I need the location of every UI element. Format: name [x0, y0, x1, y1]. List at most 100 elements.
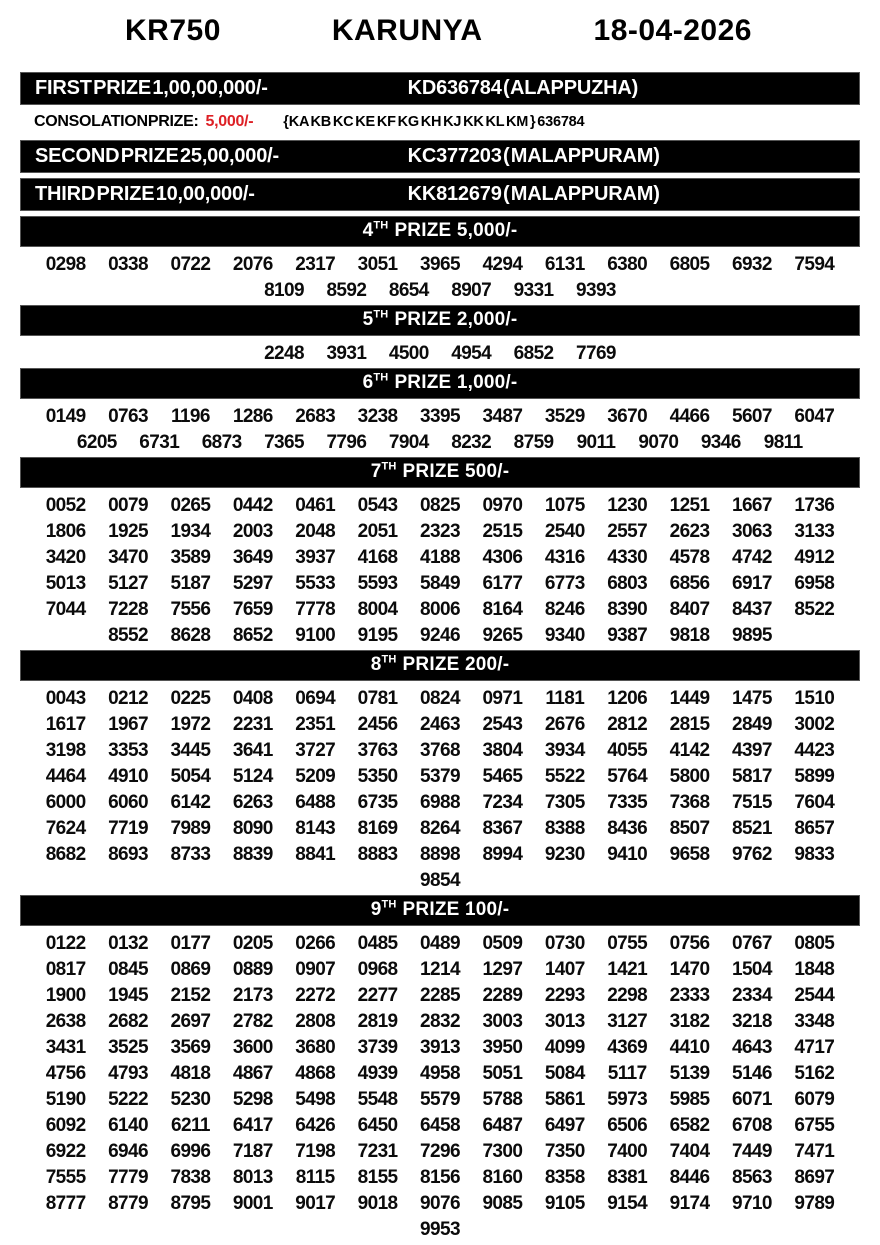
ticket-number: 4466 — [669, 406, 710, 427]
ticket-number: 2152 — [170, 985, 211, 1006]
ticket-number: 0461 — [295, 495, 336, 516]
ticket-number: 7228 — [108, 599, 148, 620]
ticket-number: 2812 — [607, 714, 648, 735]
ticket-number: 6047 — [794, 406, 835, 427]
ticket-number: 9387 — [607, 625, 648, 646]
number-row: 0052 0079 0265 0442 0461 0543 0825 0970 1075 1230… — [0, 493, 880, 519]
ticket-number: 8592 — [326, 280, 367, 301]
third-prize-winner: KK812679 ( MALAPPURAM) — [407, 183, 660, 205]
ticket-number: 1972 — [170, 714, 211, 735]
ticket-number: 2293 — [544, 985, 585, 1006]
ticket-number: 6211 — [171, 1115, 210, 1136]
ticket-number: 6487 — [482, 1115, 523, 1136]
ticket-number: 5117 — [607, 1063, 647, 1084]
ticket-number: 7515 — [732, 792, 772, 813]
ticket-number: 4306 — [482, 547, 523, 568]
ticket-number: 4643 — [732, 1037, 772, 1058]
ticket-number: 0767 — [732, 933, 772, 954]
ticket-number: 8522 — [794, 599, 835, 620]
ticket-number: 8795 — [170, 1193, 211, 1214]
section-prize-ordinal: 6 — [362, 372, 374, 393]
ticket-number: 7796 — [326, 432, 367, 453]
ticket-number: 7989 — [170, 818, 211, 839]
ticket-number: 9658 — [669, 844, 710, 865]
ticket-number: 2815 — [669, 714, 710, 735]
ticket-number: 6582 — [669, 1115, 710, 1136]
second-prize-label: SECOND PRIZE 25,00,000/- — [35, 145, 279, 167]
section-header: 7TH PRIZE 500/- — [20, 457, 860, 488]
ticket-number: 8013 — [232, 1167, 273, 1188]
ticket-number: 1286 — [232, 406, 273, 427]
ticket-number: 9340 — [544, 625, 585, 646]
number-row: 7624 7719 7989 8090 8143 8169 8264 8367 8388 8436… — [0, 816, 880, 842]
section-prize-ordinal-suffix: TH — [381, 460, 397, 473]
ticket-number: 7449 — [732, 1141, 772, 1162]
ticket-number: 5899 — [794, 766, 835, 787]
ticket-number: 3051 — [357, 254, 398, 275]
ticket-number: 2849 — [732, 714, 772, 735]
ticket-number: 9346 — [700, 432, 741, 453]
ticket-number: 5209 — [295, 766, 336, 787]
ticket-number: 7624 — [45, 818, 86, 839]
number-row: 5190 5222 5230 5298 5498 5548 5579 5788 5861 5973… — [0, 1087, 880, 1113]
number-row: 7555 7779 7838 8013 8115 8155 8156 8160 8358 8381… — [0, 1165, 880, 1191]
ticket-number: 8407 — [669, 599, 710, 620]
ticket-number: 7198 — [295, 1141, 336, 1162]
number-row: 0149 0763 1196 1286 2683 3238 3395 3487 3529 3670… — [0, 404, 880, 430]
section-prize-amount: PRIZE 5,000/- — [394, 220, 518, 241]
section-prize-ordinal-suffix: TH — [373, 371, 389, 384]
ticket-number: 9762 — [732, 844, 772, 865]
ticket-number: 4912 — [794, 547, 835, 568]
ticket-number: 5162 — [794, 1063, 835, 1084]
ticket-number: 5817 — [732, 766, 772, 787]
ticket-number: 7234 — [482, 792, 523, 813]
ticket-number: 3445 — [170, 740, 211, 761]
ticket-number: 7305 — [544, 792, 585, 813]
ticket-number: 0079 — [108, 495, 148, 516]
ticket-number: 3353 — [108, 740, 148, 761]
ticket-number: 3063 — [732, 521, 772, 542]
ticket-number: 4397 — [732, 740, 772, 761]
ticket-number: 9789 — [794, 1193, 835, 1214]
ticket-number: 9833 — [794, 844, 835, 865]
ticket-number: 9265 — [482, 625, 523, 646]
ticket-number: 3641 — [232, 740, 273, 761]
number-row: 9854 — [0, 868, 880, 894]
ticket-number: 0722 — [170, 254, 211, 275]
ticket-number: 1196 — [171, 406, 210, 427]
ticket-number: 2231 — [232, 714, 273, 735]
ticket-number: 3950 — [482, 1037, 523, 1058]
ticket-number: 8682 — [45, 844, 86, 865]
ticket-number: 4500 — [388, 343, 429, 364]
section-header: 5TH PRIZE 2,000/- — [20, 305, 860, 336]
ticket-number: 6071 — [732, 1089, 772, 1110]
ticket-number: 7296 — [420, 1141, 460, 1162]
ticket-number: 6205 — [76, 432, 117, 453]
ticket-number: 0043 — [45, 688, 86, 709]
page-title: KR750 KARUNYA 18-04-2026 — [0, 10, 880, 48]
prize-section: 7TH PRIZE 500/- 0052 0079 0265 0442 0461 0543 08… — [0, 457, 880, 649]
ticket-number: 4793 — [108, 1063, 148, 1084]
section-prize-ordinal-suffix: TH — [373, 219, 389, 232]
number-row: 0122 0132 0177 0205 0266 0485 0489 0509 0730 0755… — [0, 931, 880, 957]
ticket-number: 7779 — [108, 1167, 148, 1188]
ticket-number: 0298 — [45, 254, 86, 275]
ticket-number: 0845 — [108, 959, 148, 980]
ticket-number: 2682 — [108, 1011, 148, 1032]
number-row: 7044 7228 7556 7659 7778 8004 8006 8164 8246 8390… — [0, 597, 880, 623]
section-header: 6TH PRIZE 1,000/- — [20, 368, 860, 399]
ticket-number: 5522 — [544, 766, 585, 787]
ticket-number: 5297 — [232, 573, 273, 594]
ticket-number: 4330 — [607, 547, 648, 568]
ticket-number: 6000 — [45, 792, 86, 813]
ticket-number: 7904 — [388, 432, 429, 453]
ticket-number: 0968 — [357, 959, 398, 980]
prize-section: 8TH PRIZE 200/- 0043 0212 0225 0408 0694 0781 08… — [0, 650, 880, 894]
ticket-number: 2289 — [482, 985, 523, 1006]
ticket-number: 4369 — [607, 1037, 648, 1058]
ticket-number: 8521 — [732, 818, 772, 839]
ticket-number: 8777 — [45, 1193, 86, 1214]
ticket-number: 2323 — [420, 521, 460, 542]
ticket-number: 8697 — [794, 1167, 835, 1188]
section-prize-ordinal-suffix: TH — [381, 653, 397, 666]
